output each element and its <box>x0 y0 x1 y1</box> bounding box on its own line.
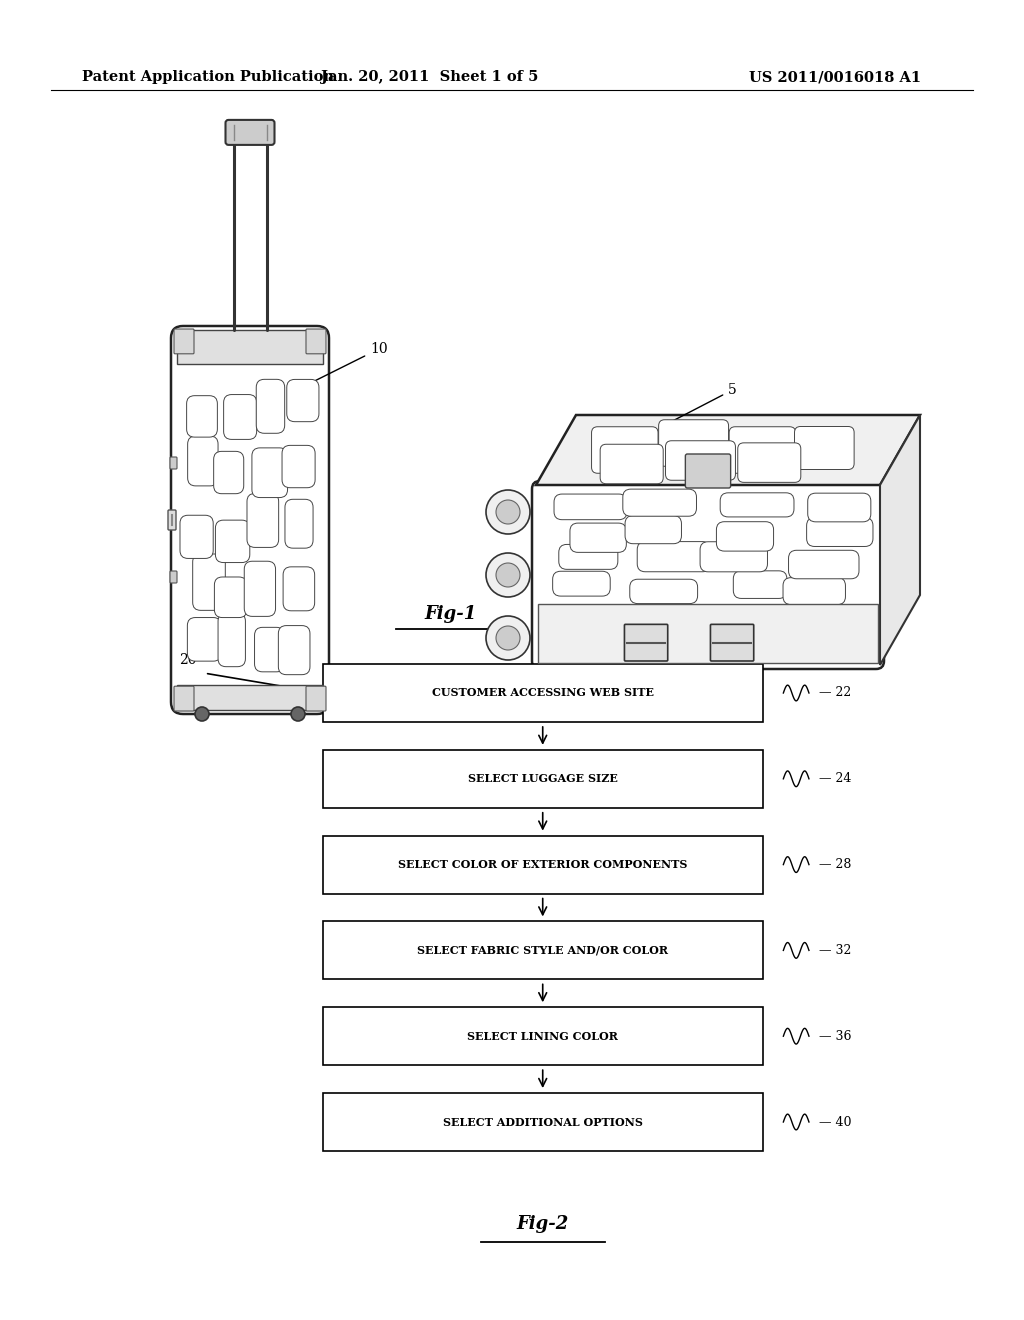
FancyBboxPatch shape <box>214 451 244 494</box>
FancyBboxPatch shape <box>306 686 326 711</box>
Circle shape <box>486 616 530 660</box>
Circle shape <box>496 500 520 524</box>
FancyBboxPatch shape <box>559 544 617 569</box>
Bar <box>323 750 763 808</box>
FancyBboxPatch shape <box>168 510 176 531</box>
FancyBboxPatch shape <box>282 445 315 487</box>
FancyBboxPatch shape <box>214 577 247 618</box>
FancyBboxPatch shape <box>187 618 221 661</box>
Text: — 40: — 40 <box>819 1115 852 1129</box>
Text: Patent Application Publication: Patent Application Publication <box>82 70 334 84</box>
Circle shape <box>195 708 209 721</box>
Text: — 22: — 22 <box>819 686 851 700</box>
Circle shape <box>486 490 530 535</box>
FancyBboxPatch shape <box>532 480 884 669</box>
FancyBboxPatch shape <box>717 521 773 552</box>
FancyBboxPatch shape <box>177 685 323 710</box>
Text: SELECT LINING COLOR: SELECT LINING COLOR <box>467 1031 618 1041</box>
Text: Jan. 20, 2011  Sheet 1 of 5: Jan. 20, 2011 Sheet 1 of 5 <box>322 70 539 84</box>
FancyBboxPatch shape <box>538 605 878 663</box>
FancyBboxPatch shape <box>807 517 873 546</box>
FancyBboxPatch shape <box>285 499 313 548</box>
FancyBboxPatch shape <box>170 457 177 469</box>
Text: — 24: — 24 <box>819 772 852 785</box>
FancyBboxPatch shape <box>700 541 767 572</box>
Text: SELECT FABRIC STYLE AND/OR COLOR: SELECT FABRIC STYLE AND/OR COLOR <box>417 945 669 956</box>
FancyBboxPatch shape <box>600 445 664 483</box>
Text: 20: 20 <box>179 653 197 667</box>
FancyBboxPatch shape <box>306 329 326 354</box>
Text: CUSTOMER ACCESSING WEB SITE: CUSTOMER ACCESSING WEB SITE <box>432 688 653 698</box>
Bar <box>323 1007 763 1065</box>
FancyBboxPatch shape <box>223 395 257 440</box>
Text: Fig-1: Fig-1 <box>424 605 477 623</box>
FancyBboxPatch shape <box>283 566 314 611</box>
FancyBboxPatch shape <box>187 436 218 486</box>
FancyBboxPatch shape <box>215 520 250 562</box>
FancyBboxPatch shape <box>177 330 323 364</box>
FancyBboxPatch shape <box>170 572 177 583</box>
FancyBboxPatch shape <box>729 426 796 474</box>
Bar <box>323 1093 763 1151</box>
FancyBboxPatch shape <box>279 626 310 675</box>
Circle shape <box>486 553 530 597</box>
Text: Fig-2: Fig-2 <box>516 1214 569 1233</box>
Text: SELECT COLOR OF EXTERIOR COMPONENTS: SELECT COLOR OF EXTERIOR COMPONENTS <box>398 859 687 870</box>
FancyBboxPatch shape <box>783 578 846 605</box>
Text: 5: 5 <box>664 383 736 425</box>
FancyBboxPatch shape <box>174 329 194 354</box>
Polygon shape <box>880 414 920 665</box>
FancyBboxPatch shape <box>733 570 786 598</box>
Text: US 2011/0016018 A1: US 2011/0016018 A1 <box>750 70 922 84</box>
FancyBboxPatch shape <box>808 494 870 521</box>
FancyBboxPatch shape <box>666 441 735 480</box>
Text: SELECT ADDITIONAL OPTIONS: SELECT ADDITIONAL OPTIONS <box>442 1117 643 1127</box>
Polygon shape <box>536 414 920 484</box>
FancyBboxPatch shape <box>218 612 246 667</box>
Bar <box>323 664 763 722</box>
FancyBboxPatch shape <box>658 420 728 466</box>
FancyBboxPatch shape <box>247 494 279 548</box>
Text: — 32: — 32 <box>819 944 852 957</box>
FancyBboxPatch shape <box>180 515 213 558</box>
FancyBboxPatch shape <box>737 442 801 482</box>
Text: — 28: — 28 <box>819 858 852 871</box>
FancyBboxPatch shape <box>255 627 285 672</box>
FancyBboxPatch shape <box>592 426 658 474</box>
FancyBboxPatch shape <box>245 561 275 616</box>
FancyBboxPatch shape <box>711 624 754 661</box>
Circle shape <box>291 708 305 721</box>
FancyBboxPatch shape <box>554 494 627 520</box>
Text: SELECT LUGGAGE SIZE: SELECT LUGGAGE SIZE <box>468 774 617 784</box>
FancyBboxPatch shape <box>186 396 217 437</box>
FancyBboxPatch shape <box>625 516 681 544</box>
FancyBboxPatch shape <box>630 579 697 603</box>
Circle shape <box>496 626 520 649</box>
FancyBboxPatch shape <box>625 624 668 661</box>
FancyBboxPatch shape <box>637 541 711 572</box>
FancyBboxPatch shape <box>795 426 854 470</box>
FancyBboxPatch shape <box>788 550 859 578</box>
FancyBboxPatch shape <box>193 554 225 610</box>
FancyBboxPatch shape <box>225 120 274 145</box>
FancyBboxPatch shape <box>623 490 696 516</box>
FancyBboxPatch shape <box>256 379 285 433</box>
FancyBboxPatch shape <box>570 523 627 552</box>
FancyBboxPatch shape <box>553 572 610 597</box>
Bar <box>323 836 763 894</box>
Bar <box>323 921 763 979</box>
Circle shape <box>496 564 520 587</box>
FancyBboxPatch shape <box>252 447 288 498</box>
FancyBboxPatch shape <box>287 379 318 421</box>
FancyBboxPatch shape <box>685 454 731 488</box>
Text: — 36: — 36 <box>819 1030 852 1043</box>
FancyBboxPatch shape <box>720 492 794 517</box>
FancyBboxPatch shape <box>171 326 329 714</box>
FancyBboxPatch shape <box>174 686 194 711</box>
Text: 10: 10 <box>306 342 388 385</box>
